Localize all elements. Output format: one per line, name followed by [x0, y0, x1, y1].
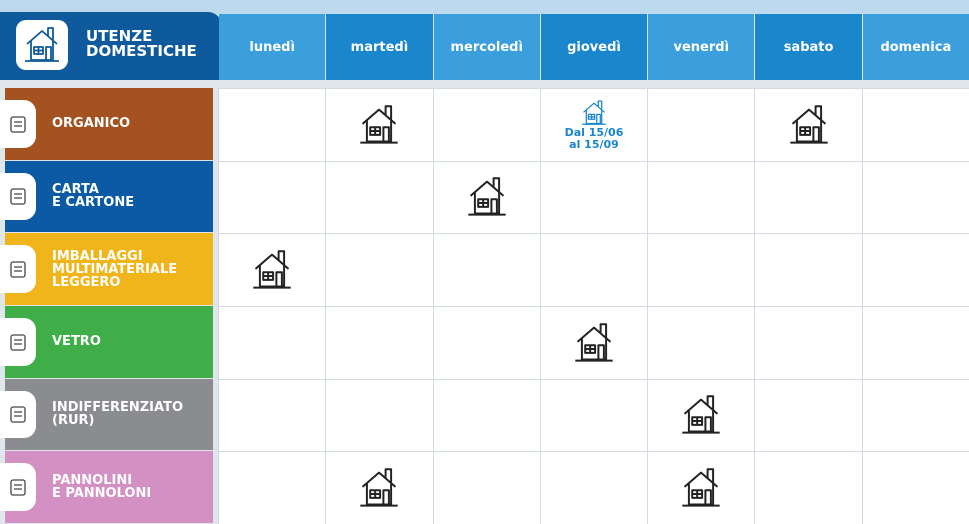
header-icon	[16, 20, 68, 70]
row-icon-tab	[0, 245, 36, 293]
label-line: (RUR)	[52, 413, 95, 429]
schedule-cell	[432, 233, 541, 307]
schedule-cell	[754, 306, 863, 380]
house-icon	[465, 175, 509, 219]
row-label: PANNOLINI E PANNOLONI	[5, 451, 213, 523]
header-title: UTENZE DOMESTICHE	[86, 29, 197, 59]
schedule-cell	[325, 88, 434, 162]
label-line: ORGANICO	[52, 116, 131, 132]
schedule-cell	[325, 160, 434, 235]
waste-icon	[10, 334, 26, 351]
schedule-cell	[539, 378, 649, 453]
house-icon	[787, 103, 831, 147]
schedule-cell	[539, 160, 649, 235]
schedule-cell	[218, 160, 327, 235]
title-line: DOMESTICHE	[86, 42, 197, 60]
schedule-cell	[218, 233, 327, 307]
day-header: martedì	[326, 14, 433, 80]
house-icon	[572, 321, 616, 365]
day-header: domenica	[862, 14, 969, 80]
schedule-cell	[325, 233, 434, 307]
waste-icon	[10, 406, 26, 424]
waste-icon	[10, 116, 26, 133]
schedule-cell	[432, 88, 541, 162]
waste-icon	[10, 188, 26, 206]
label-line: MULTIMATERIALE	[52, 261, 178, 277]
label-line: PANNOLINI	[52, 473, 133, 489]
waste-icon	[10, 261, 26, 278]
row-icon-tab	[0, 463, 36, 511]
header-tab: UTENZE DOMESTICHE	[0, 12, 222, 80]
schedule-cell	[754, 233, 863, 307]
label-line: LEGGERO	[52, 274, 121, 290]
schedule-cell	[218, 88, 327, 162]
row-label: VETRO	[5, 306, 213, 378]
day-header: lunedì	[219, 14, 326, 80]
schedule-cell	[647, 451, 756, 524]
house-icon	[250, 248, 294, 292]
day-header: sabato	[755, 14, 862, 80]
schedule-cell	[861, 88, 969, 162]
row-label: ORGANICO	[5, 88, 213, 160]
label-line: E PANNOLONI	[52, 486, 152, 502]
house-icon	[679, 393, 723, 437]
day-header: venerdì	[648, 14, 755, 80]
schedule-cell	[861, 233, 969, 307]
schedule-cell	[539, 451, 649, 524]
title-line: UTENZE	[86, 27, 153, 45]
schedule-cell	[325, 306, 434, 380]
row-label: INDIFFERENZIATO (RUR)	[5, 378, 213, 451]
row-label: IMBALLAGGI MULTIMATERIALE LEGGERO	[5, 233, 213, 305]
label-line: E CARTONE	[52, 195, 135, 211]
schedule-cell	[432, 306, 541, 380]
schedule-cell	[647, 233, 756, 307]
schedule-cell	[647, 378, 756, 453]
schedule-cell	[647, 306, 756, 380]
day-header: giovedì	[540, 14, 648, 80]
schedule-cell: Dal 15/06 al 15/09	[539, 88, 649, 162]
schedule-cell	[218, 451, 327, 524]
waste-icon	[10, 479, 26, 496]
schedule-cell	[861, 160, 969, 235]
row-icon-tab	[0, 318, 36, 366]
day-header: mercoledì	[433, 14, 540, 80]
schedule-cell	[754, 378, 863, 453]
schedule-cell	[861, 378, 969, 453]
schedule-cell	[325, 378, 434, 453]
cell-note: al 15/09	[569, 137, 619, 151]
schedule-cell	[539, 233, 649, 307]
schedule-cell	[647, 88, 756, 162]
row-icon-tab	[0, 172, 36, 221]
cell-note: Dal 15/06	[564, 125, 624, 139]
row-icon-tab	[0, 100, 36, 148]
house-icon	[679, 466, 723, 510]
schedule-cell	[754, 451, 863, 524]
schedule-cell	[861, 306, 969, 380]
schedule-cell	[754, 88, 863, 162]
row-icon-tab	[0, 390, 36, 439]
label-line: CARTA	[52, 182, 99, 198]
house-icon	[357, 466, 401, 510]
row-label: CARTA E CARTONE	[5, 160, 213, 233]
house-icon	[357, 103, 401, 147]
schedule-cell	[754, 160, 863, 235]
label-line: VETRO	[52, 334, 101, 350]
schedule-cell	[432, 451, 541, 524]
schedule-cell	[432, 378, 541, 453]
schedule-cell	[432, 160, 541, 235]
label-line: INDIFFERENZIATO	[52, 400, 183, 416]
top-strip	[0, 0, 969, 14]
schedule-cell	[218, 378, 327, 453]
schedule-cell	[647, 160, 756, 235]
schedule-cell	[539, 306, 649, 380]
schedule-cell	[325, 451, 434, 524]
house-icon	[580, 99, 608, 127]
label-line: IMBALLAGGI	[52, 248, 143, 264]
schedule-cell	[218, 306, 327, 380]
schedule-cell	[861, 451, 969, 524]
